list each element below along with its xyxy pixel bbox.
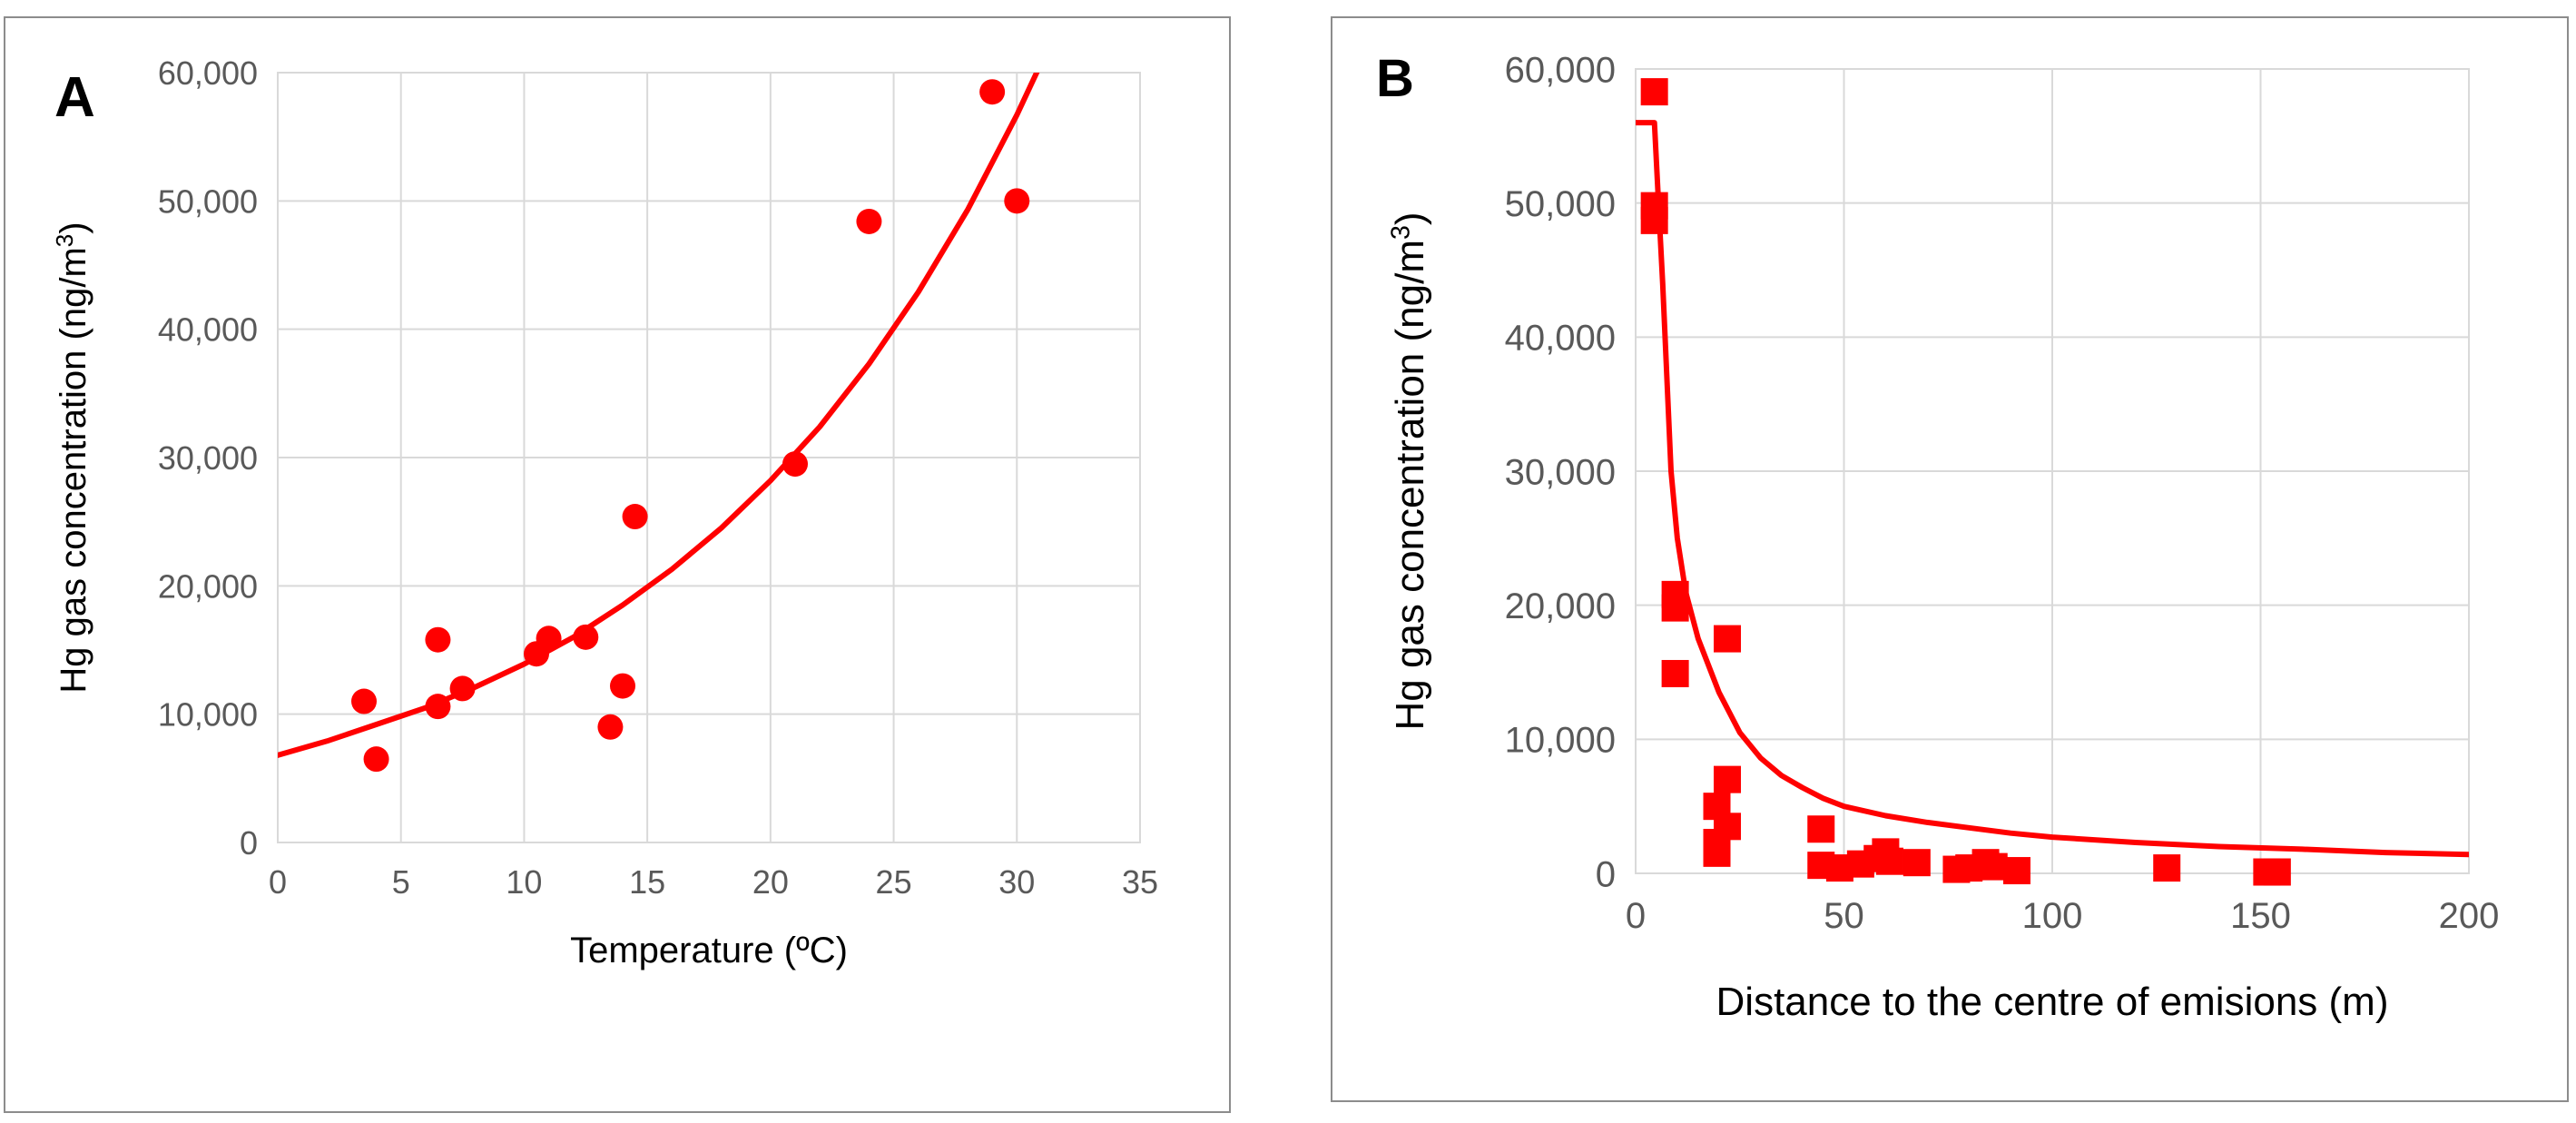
chart-a-data-point bbox=[536, 626, 562, 652]
chart-a-y-axis-label: Hg gas concentration (ng/m3) bbox=[51, 222, 93, 693]
chart-panel-b: 0 10,000 20,000 30,000 40,000 50,000 60,000 0 50… bbox=[1331, 16, 2569, 1102]
chart-a-x-tick-label: 5 bbox=[392, 863, 410, 901]
chart-a-x-tick-label: 30 bbox=[998, 863, 1035, 901]
chart-a-y-tick-label: 40,000 bbox=[158, 311, 258, 349]
chart-b-x-tick-label: 150 bbox=[2230, 896, 2291, 936]
chart-a-data-point bbox=[1004, 188, 1030, 214]
chart-a-data-point bbox=[351, 688, 377, 714]
chart-a-x-axis-label: Temperature (ºC) bbox=[570, 931, 848, 970]
chart-b-y-tick-label: 40,000 bbox=[1505, 319, 1616, 359]
chart-a-svg: 0 10,000 20,000 30,000 40,000 50,000 60,000 0 5 1… bbox=[51, 54, 1158, 970]
chart-b-data-point bbox=[1703, 839, 1731, 867]
chart-a-x-tick-label: 35 bbox=[1122, 863, 1158, 901]
chart-b-trendline bbox=[1636, 120, 2469, 858]
chart-a-data-point bbox=[856, 208, 882, 234]
chart-panel-a: 0 10,000 20,000 30,000 40,000 50,000 60,000 0 5 1… bbox=[4, 16, 1231, 1113]
chart-b-y-tick-label: 0 bbox=[1596, 854, 1616, 894]
chart-b-x-tick-label: 100 bbox=[2022, 896, 2083, 936]
chart-b-x-axis-label: Distance to the centre of emisions (m) bbox=[1716, 980, 2389, 1024]
chart-a-y-tick-label: 20,000 bbox=[158, 567, 258, 605]
chart-b-data-point bbox=[2002, 857, 2030, 885]
chart-b-x-tick-label: 50 bbox=[1824, 896, 1864, 936]
chart-b-data-point bbox=[1661, 594, 1689, 622]
chart-b-y-tick-label: 50,000 bbox=[1505, 184, 1616, 224]
chart-b-x-tick-label: 200 bbox=[2439, 896, 2500, 936]
chart-b-data-point bbox=[1903, 849, 1931, 877]
chart-a-x-tick-label: 10 bbox=[506, 863, 542, 901]
chart-a-data-point bbox=[597, 714, 624, 740]
chart-a-panel-label: A bbox=[54, 66, 95, 129]
chart-b-data-point bbox=[1875, 847, 1903, 875]
chart-b-y-tick-label: 10,000 bbox=[1505, 721, 1616, 761]
chart-a-y-tick-label: 50,000 bbox=[158, 182, 258, 220]
chart-a-data-point bbox=[622, 504, 648, 530]
chart-b-y-tick-label: 30,000 bbox=[1505, 452, 1616, 492]
chart-a-x-tick-label: 0 bbox=[269, 863, 287, 901]
chart-a-data-point bbox=[425, 694, 451, 720]
chart-a-x-tick-label: 15 bbox=[629, 863, 665, 901]
chart-b-x-tick-label: 0 bbox=[1626, 896, 1646, 936]
chart-b-data-point bbox=[1713, 625, 1741, 653]
chart-b-panel-label: B bbox=[1376, 49, 1414, 108]
chart-b-data-point bbox=[2153, 854, 2181, 882]
chart-b-y-tick-label: 60,000 bbox=[1505, 50, 1616, 90]
chart-a-data-point bbox=[363, 746, 389, 773]
chart-b-data-point bbox=[2263, 858, 2291, 886]
chart-a-y-tick-label: 60,000 bbox=[158, 54, 258, 92]
chart-a-data-point bbox=[425, 626, 451, 653]
chart-a-plot-area bbox=[277, 72, 1141, 843]
chart-b-y-axis-label: Hg gas concentration (ng/m3) bbox=[1387, 212, 1432, 730]
chart-b-data-point bbox=[1807, 815, 1835, 843]
chart-b-data-point bbox=[1640, 206, 1668, 234]
chart-a-data-point bbox=[449, 675, 476, 702]
chart-b-plot-area bbox=[1635, 68, 2470, 874]
chart-a-data-point bbox=[610, 673, 635, 699]
chart-a-y-tick-label: 0 bbox=[240, 824, 258, 862]
chart-a-y-tick-label: 10,000 bbox=[158, 696, 258, 734]
chart-a-trendline bbox=[278, 73, 1040, 758]
chart-a-data-point bbox=[573, 624, 599, 650]
chart-a-data-point bbox=[979, 79, 1006, 105]
chart-b-data-point bbox=[1980, 852, 2008, 881]
chart-a-x-tick-label: 25 bbox=[876, 863, 912, 901]
chart-b-y-tick-label: 20,000 bbox=[1505, 586, 1616, 626]
chart-b-data-point bbox=[1640, 78, 1668, 106]
chart-b-svg: 0 10,000 20,000 30,000 40,000 50,000 60,000 0 50… bbox=[1376, 49, 2500, 1024]
chart-b-data-point bbox=[1661, 659, 1689, 687]
chart-a-x-tick-label: 20 bbox=[752, 863, 789, 901]
chart-b-data-point bbox=[1713, 765, 1741, 793]
chart-a-y-tick-label: 30,000 bbox=[158, 439, 258, 477]
chart-a-data-point bbox=[782, 451, 808, 478]
